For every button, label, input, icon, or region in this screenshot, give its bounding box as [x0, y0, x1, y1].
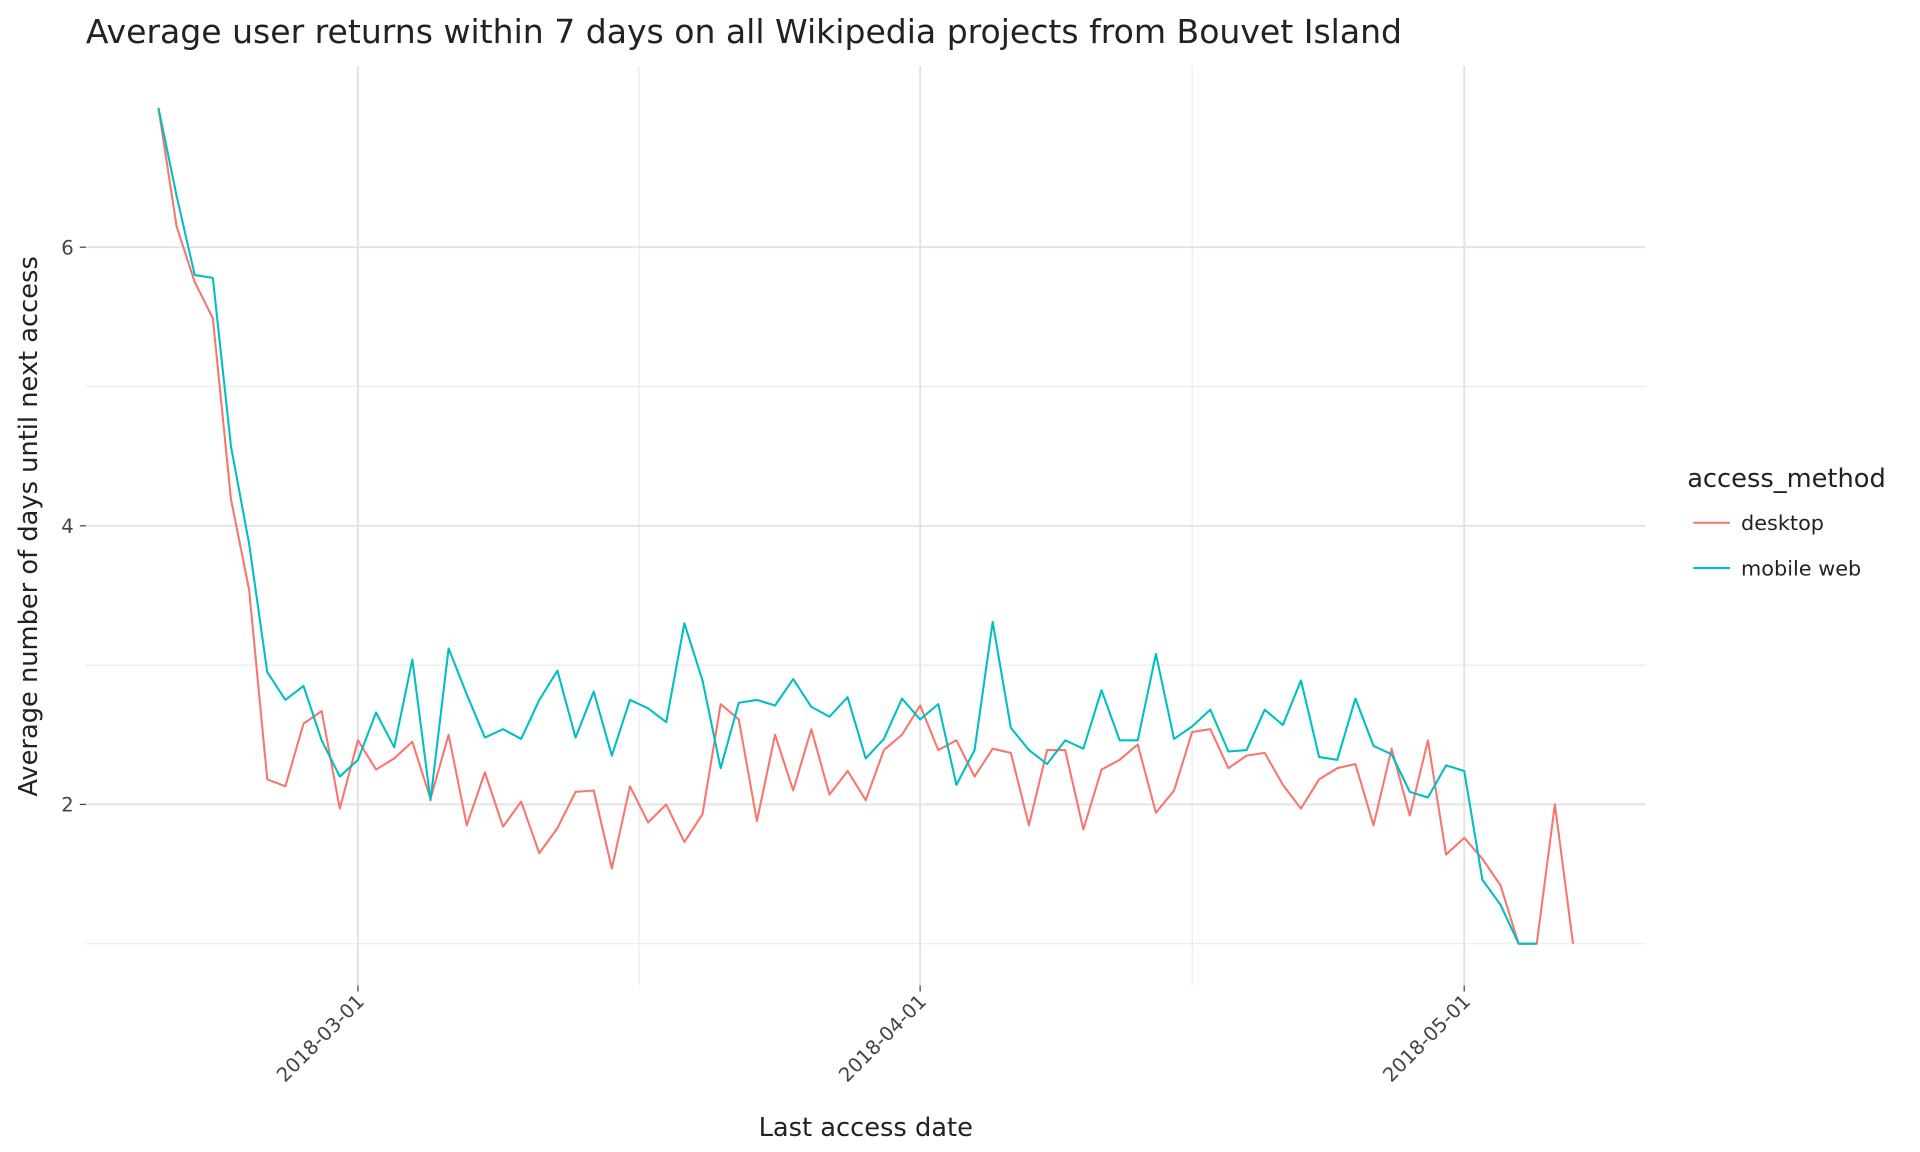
- series-line: [157, 107, 1575, 945]
- x-tick-label: 2018-03-01: [272, 990, 369, 1087]
- y-axis-title: Average number of days until next access: [14, 256, 44, 797]
- y-tick-label: 2: [61, 794, 73, 817]
- grid: 2 4 6 2018-03-01 2018-04-01 2018-05-01: [61, 66, 1646, 1087]
- series-line: [157, 107, 1537, 945]
- x-tick-label: 2018-04-01: [834, 990, 931, 1087]
- legend-label: desktop: [1741, 511, 1824, 535]
- legend-title: access_method: [1687, 464, 1886, 494]
- legend: access_method desktop mobile web: [1687, 464, 1886, 580]
- plot: [157, 107, 1575, 945]
- y-tick-label: 6: [61, 237, 73, 260]
- legend-label: mobile web: [1741, 556, 1861, 580]
- x-axis-title: Last access date: [759, 1113, 973, 1143]
- y-tick-label: 4: [61, 515, 73, 538]
- chart-title: Average user returns within 7 days on al…: [86, 12, 1402, 51]
- x-tick-label: 2018-05-01: [1378, 990, 1475, 1087]
